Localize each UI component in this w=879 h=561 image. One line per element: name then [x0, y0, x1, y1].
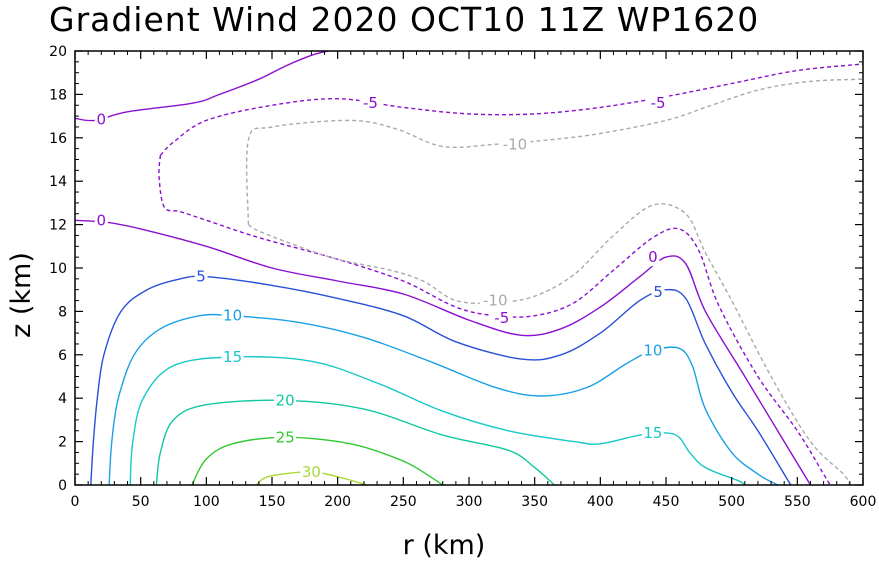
contour-label-bg: [194, 267, 208, 286]
contour-line-0: [74, 50, 329, 122]
contour-label-15: 15: [223, 348, 242, 366]
contour-line-neg10: [245, 78, 864, 225]
contour-line-25: [191, 436, 444, 486]
contour-line-10: [108, 313, 778, 486]
contour-label-neg10: -10: [503, 135, 528, 153]
contour-label-30: 30: [302, 463, 321, 481]
y-tick-label: 12: [49, 218, 67, 234]
contour-label-0: 0: [96, 110, 106, 128]
contour-label-bg: [94, 110, 108, 129]
contour-label-20: 20: [276, 391, 295, 409]
contour-label-bg: [641, 423, 664, 442]
contour-label-bg: [646, 248, 660, 267]
contour-label-0: 0: [648, 248, 658, 266]
contour-label-bg: [499, 135, 531, 154]
x-tick-label: 350: [521, 494, 548, 510]
contour-label-bg: [94, 211, 108, 230]
contour-line-15: [129, 356, 746, 486]
y-tick-label: 10: [49, 261, 67, 277]
contour-label-neg5: -5: [363, 94, 378, 112]
x-tick-label: 0: [71, 494, 80, 510]
x-tick-label: 400: [587, 494, 614, 510]
contour-label-neg10: -10: [483, 292, 508, 310]
contour-label-0: 0: [96, 211, 106, 229]
contour-label-neg5: -5: [651, 94, 666, 112]
y-axis-label: z (km): [6, 252, 37, 338]
contour-label-10: 10: [223, 307, 242, 325]
contour-label-5: 5: [653, 283, 663, 301]
contour-line-neg5: [158, 155, 831, 486]
y-tick-label: 20: [49, 44, 67, 60]
x-tick-label: 550: [784, 494, 811, 510]
contour-label-bg: [490, 308, 513, 327]
y-tick-label: 6: [58, 348, 67, 364]
x-tick-label: 500: [718, 494, 745, 510]
y-tick-label: 8: [58, 304, 67, 320]
x-tick-label: 100: [193, 494, 220, 510]
contour-label-bg: [479, 291, 511, 310]
contour-line-20: [155, 399, 555, 486]
y-axis-ticks: 0 2 4 6 8 10 12 14 16 18 20: [49, 44, 863, 494]
x-axis-label: r (km): [403, 530, 486, 561]
contour-label-bg: [274, 428, 297, 447]
contour-label-10: 10: [643, 341, 662, 359]
contour-line-5: [90, 275, 792, 486]
contour-lines: [74, 50, 864, 486]
x-tick-label: 150: [259, 494, 286, 510]
contour-label-5: 5: [196, 268, 206, 286]
y-tick-label: 0: [58, 478, 67, 494]
contour-label-bg: [359, 94, 382, 113]
contour-label-neg5: -5: [494, 309, 509, 327]
x-tick-label: 300: [456, 494, 483, 510]
contour-label-bg: [651, 282, 665, 301]
contour-line-neg10: [247, 203, 851, 486]
y-tick-label: 14: [49, 174, 67, 190]
x-tick-label: 450: [653, 494, 680, 510]
y-tick-label: 16: [49, 131, 67, 147]
contour-label-15: 15: [643, 424, 662, 442]
contour-label-bg: [647, 94, 670, 113]
contour-label-bg: [274, 391, 297, 410]
contour-label-bg: [221, 347, 244, 366]
y-tick-label: 4: [58, 391, 67, 407]
y-tick-label: 18: [49, 87, 67, 103]
contour-label-bg: [641, 341, 664, 360]
chart-title: Gradient Wind 2020 OCT10 11Z WP1620: [49, 0, 759, 39]
x-tick-label: 50: [132, 494, 150, 510]
y-tick-label: 2: [58, 435, 67, 451]
contour-label-bg: [221, 306, 244, 325]
x-tick-label: 250: [390, 494, 417, 510]
x-tick-label: 600: [850, 494, 877, 510]
contour-line-0: [74, 219, 812, 486]
contour-label-bg: [300, 462, 323, 481]
contour-label-25: 25: [276, 428, 295, 446]
x-axis-ticks: 0 50 100 150 200 250 300 350 400 450 500 550 600: [71, 51, 877, 510]
x-tick-label: 200: [324, 494, 351, 510]
contour-line-neg5: [159, 63, 864, 156]
